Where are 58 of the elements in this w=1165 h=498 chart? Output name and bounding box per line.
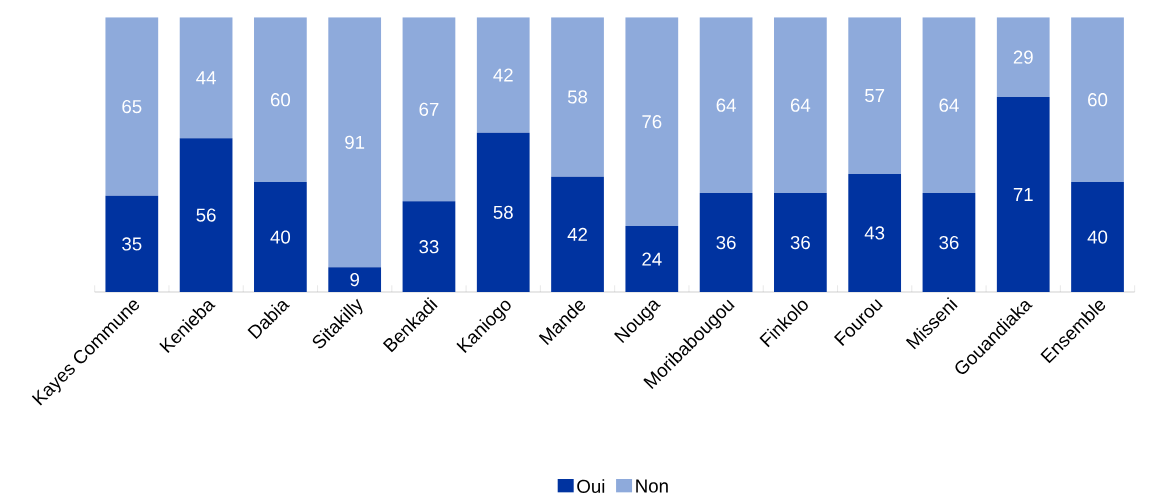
data-label: 36: [790, 235, 810, 250]
bar: [996, 17, 1050, 97]
data-label: 43: [864, 226, 885, 240]
bar: [402, 201, 456, 292]
bar: [699, 17, 753, 194]
data-label: 64: [939, 98, 959, 112]
data-label: 33: [419, 240, 439, 254]
data-label: 40: [1087, 230, 1108, 244]
bar: [476, 17, 530, 133]
data-label: 64: [716, 98, 736, 112]
data-label: 40: [270, 230, 291, 244]
data-label: 36: [716, 235, 736, 250]
bar: [922, 193, 976, 292]
bar: [1071, 17, 1124, 183]
bar: [179, 138, 233, 292]
bar: [179, 17, 233, 139]
bar: [1071, 182, 1124, 292]
bar: [328, 17, 382, 268]
data-label: 24: [642, 252, 662, 266]
bar: [625, 226, 679, 292]
data-label: 29: [1013, 50, 1033, 64]
bar: [774, 17, 827, 194]
legend-label: Non: [636, 479, 668, 493]
bar: [105, 17, 159, 196]
data-label: 64: [790, 98, 811, 112]
bar: [254, 17, 307, 183]
bar: [476, 132, 530, 292]
bar: [551, 176, 604, 292]
bar: [774, 193, 827, 292]
data-label: 67: [419, 102, 439, 116]
data-label: 58: [493, 205, 513, 219]
bar: [848, 17, 902, 174]
data-label: 91: [345, 135, 365, 149]
data-label: 35: [122, 237, 142, 251]
bar: [105, 195, 159, 292]
bar: [254, 182, 307, 292]
data-label: 71: [1013, 188, 1033, 201]
data-label: 36: [939, 235, 959, 250]
bar: [699, 193, 753, 292]
legend-label: Oui: [577, 479, 605, 493]
data-label: 60: [270, 93, 291, 107]
bar: [625, 17, 679, 227]
bar: [402, 17, 456, 202]
data-label: 44: [196, 71, 216, 85]
bar: [328, 267, 382, 292]
bar: [996, 96, 1050, 292]
data-label: 60: [1088, 93, 1108, 107]
data-label: 56: [196, 208, 216, 222]
data-label: 65: [122, 99, 142, 114]
bar: [922, 17, 976, 194]
bar: [848, 173, 902, 292]
data-label: 57: [865, 89, 885, 103]
data-label: 9: [350, 273, 359, 287]
data-label: 42: [567, 227, 587, 241]
bar: [551, 17, 604, 177]
data-label: 76: [642, 115, 662, 129]
data-label: 58: [567, 90, 588, 104]
data-label: 42: [493, 68, 513, 82]
